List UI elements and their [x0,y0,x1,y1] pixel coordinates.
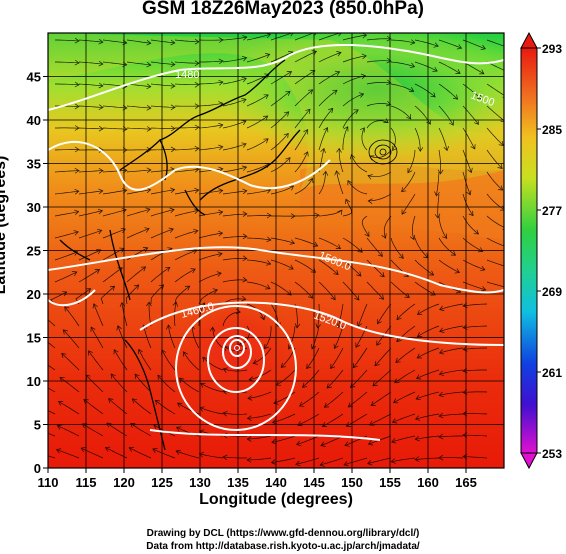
y-tick-label: 15 [27,331,41,346]
y-tick-label: 0 [34,461,41,476]
x-axis: 110 115 120 125 130 135 140 145 150 155 160 165 [38,468,477,490]
x-tick-label: 135 [227,475,249,490]
colorbar-tick-label: 253 [542,447,562,461]
colorbar-tick-label: 261 [542,366,562,380]
x-tick-label: 150 [341,475,363,490]
credit-data: Data from http://database.rish.kyoto-u.a… [146,541,420,552]
colorbar-tick-label: 269 [542,285,562,299]
chart-title: GSM 18Z26May2023 (850.0hPa) [142,0,424,19]
y-tick-label: 10 [27,374,41,389]
x-tick-label: 160 [417,475,439,490]
grid [48,33,504,468]
x-tick-label: 110 [38,475,59,490]
y-axis-label: Latitude (degrees) [0,155,9,295]
x-tick-label: 115 [76,475,97,490]
x-tick-label: 120 [113,475,135,490]
x-tick-label: 145 [303,475,325,490]
coastlines [59,59,301,451]
contour-label: 1480 [175,69,199,81]
y-tick-label: 5 [34,418,41,433]
y-axis: 0 5 10 15 20 25 30 35 40 45 [27,70,48,476]
streamlines [48,33,504,467]
x-tick-label: 155 [379,475,401,490]
x-tick-label: 140 [265,475,287,490]
y-tick-label: 35 [27,157,41,172]
y-tick-label: 25 [27,244,41,259]
y-tick-label: 40 [27,113,41,128]
height-contours [48,44,504,441]
y-tick-label: 20 [27,287,41,302]
x-tick-label: 165 [455,475,477,490]
colorbar: 293 285 277 269 261 253 [520,31,562,470]
x-axis-label: Longitude (degrees) [199,491,353,508]
x-tick-label: 125 [151,475,173,490]
y-tick-label: 30 [27,200,41,215]
colorbar-tick-label: 277 [542,204,562,218]
credit-drawing: Drawing by DCL (https://www.gfd-dennou.o… [146,528,420,539]
colorbar-tick-label: 293 [542,42,562,56]
x-tick-label: 130 [189,475,211,490]
y-tick-label: 45 [27,70,41,85]
colorbar-tick-label: 285 [542,123,562,137]
